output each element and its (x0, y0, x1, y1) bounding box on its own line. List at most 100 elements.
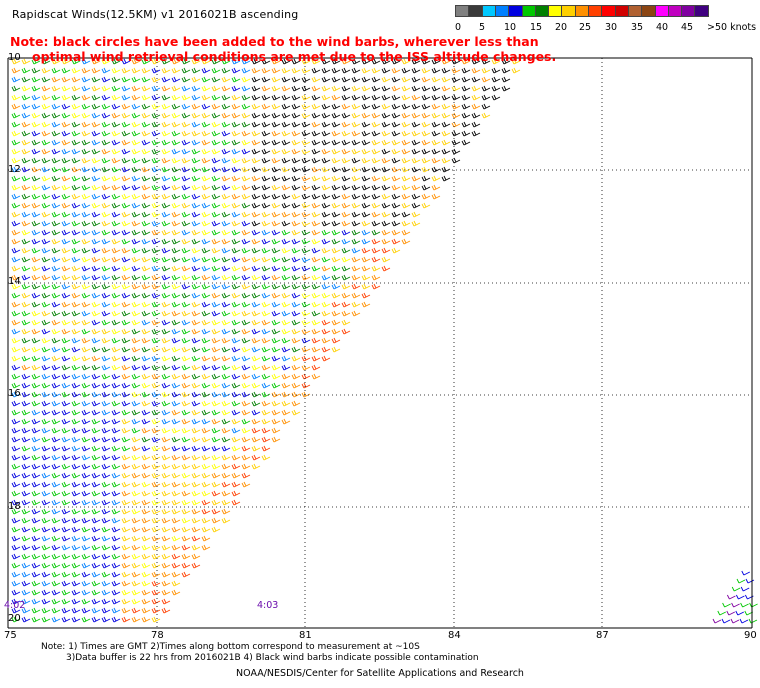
wind-barb (261, 211, 271, 218)
wind-barb (311, 373, 321, 380)
wind-barb (291, 58, 301, 65)
wind-barb (321, 103, 331, 110)
wind-barb (241, 346, 251, 353)
wind-barb (401, 76, 411, 83)
wind-barb (321, 355, 331, 362)
wind-barb (21, 130, 31, 137)
wind-barb (131, 616, 141, 623)
wind-barb (311, 310, 321, 317)
wind-barb (221, 148, 231, 155)
wind-barb (251, 211, 261, 218)
wind-barb (181, 184, 191, 191)
wind-barb (51, 616, 61, 623)
wind-barb (281, 130, 291, 137)
wind-barb (111, 373, 121, 380)
wind-barb (231, 337, 241, 344)
wind-barb (71, 400, 81, 407)
wind-barb (451, 94, 461, 101)
wind-barb (221, 490, 231, 497)
wind-barb (281, 292, 291, 299)
wind-barb (111, 157, 121, 164)
wind-barb (151, 400, 161, 407)
wind-barb (391, 94, 401, 101)
wind-barb (101, 103, 111, 110)
wind-barb (251, 373, 261, 380)
wind-barb (171, 589, 181, 596)
wind-barb (291, 346, 301, 353)
wind-barb (41, 202, 51, 209)
wind-barb (61, 418, 71, 425)
wind-barb (161, 211, 171, 218)
wind-barb (41, 598, 51, 605)
wind-barb (71, 580, 81, 587)
wind-barb (461, 112, 471, 119)
wind-barb (191, 409, 201, 416)
wind-barb (411, 58, 421, 65)
wind-barb (81, 58, 91, 65)
wind-barb (141, 58, 151, 65)
wind-barb (241, 247, 251, 254)
wind-barb (181, 175, 191, 182)
wind-barb (171, 553, 181, 560)
wind-barb (381, 247, 391, 254)
wind-barb (51, 526, 61, 533)
wind-barb (421, 58, 431, 65)
wind-barb (31, 364, 41, 371)
wind-barb (191, 211, 201, 218)
wind-barb (161, 175, 171, 182)
wind-barb (181, 364, 191, 371)
wind-barb (201, 409, 211, 416)
wind-barb (191, 58, 201, 65)
wind-barb (211, 94, 221, 101)
wind-barb (740, 586, 750, 592)
wind-barb (101, 436, 111, 443)
grid-lines (7, 57, 753, 629)
wind-barb (121, 94, 131, 101)
wind-barb (21, 157, 31, 164)
wind-barb (331, 148, 341, 155)
wind-barb (11, 544, 21, 551)
wind-barb (131, 283, 141, 290)
wind-barb (41, 382, 51, 389)
wind-barb (121, 409, 131, 416)
wind-barb (191, 472, 201, 479)
wind-barb (361, 193, 371, 200)
wind-barb (61, 346, 71, 353)
wind-barb (371, 157, 381, 164)
wind-barb (291, 76, 301, 83)
wind-barb (141, 283, 151, 290)
wind-barb (161, 121, 171, 128)
wind-barb (381, 166, 391, 173)
wind-barb (221, 247, 231, 254)
wind-barb (431, 76, 441, 83)
wind-barb (11, 364, 21, 371)
wind-barb (381, 130, 391, 137)
wind-barb (311, 355, 321, 362)
wind-barb (211, 265, 221, 272)
wind-barb (740, 602, 749, 608)
legend-label: 10 (504, 22, 517, 33)
wind-barb (231, 238, 241, 245)
wind-barb (471, 103, 481, 110)
wind-barb (61, 94, 71, 101)
wind-barb (401, 139, 411, 146)
wind-barb (91, 148, 101, 155)
wind-barb (381, 85, 391, 92)
wind-barb (221, 499, 231, 506)
wind-barb (121, 463, 131, 470)
wind-barb (21, 472, 31, 479)
wind-barb (371, 85, 381, 92)
wind-barb (41, 391, 51, 398)
wind-barb (81, 571, 91, 578)
wind-barb (291, 121, 301, 128)
wind-barb (141, 103, 151, 110)
wind-barb (441, 103, 451, 110)
wind-barb (331, 67, 341, 74)
wind-barb (201, 508, 211, 515)
wind-barb (201, 454, 211, 461)
wind-barb (51, 472, 61, 479)
wind-barb (51, 571, 61, 578)
wind-barb (221, 58, 231, 65)
wind-barb (121, 319, 131, 326)
wind-barb (241, 220, 251, 227)
